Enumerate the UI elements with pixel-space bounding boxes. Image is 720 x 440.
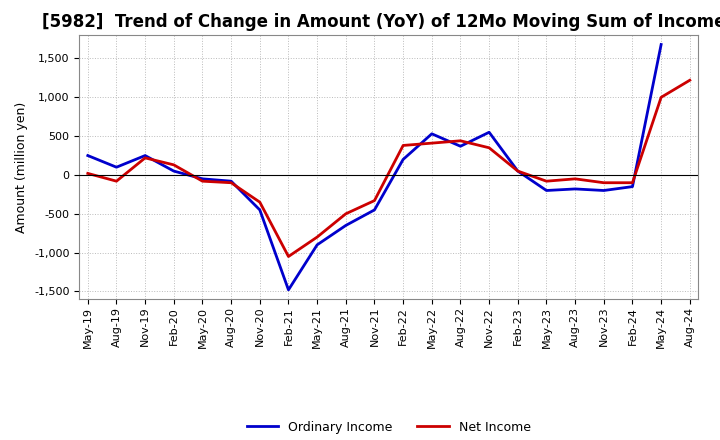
Net Income: [485, 145, 493, 150]
Ordinary Income: [141, 153, 150, 158]
Net Income: [428, 140, 436, 146]
Ordinary Income: [227, 179, 235, 184]
Net Income: [341, 211, 350, 216]
Net Income: [542, 179, 551, 184]
Ordinary Income: [370, 207, 379, 213]
Ordinary Income: [312, 242, 321, 247]
Ordinary Income: [284, 287, 293, 293]
Net Income: [141, 155, 150, 161]
Ordinary Income: [542, 188, 551, 193]
Ordinary Income: [198, 176, 207, 181]
Ordinary Income: [428, 131, 436, 136]
Ordinary Income: [571, 186, 580, 191]
Net Income: [84, 171, 92, 176]
Ordinary Income: [456, 143, 465, 149]
Net Income: [169, 162, 178, 168]
Title: [5982]  Trend of Change in Amount (YoY) of 12Mo Moving Sum of Incomes: [5982] Trend of Change in Amount (YoY) o…: [42, 13, 720, 31]
Net Income: [284, 254, 293, 259]
Ordinary Income: [256, 207, 264, 213]
Net Income: [256, 199, 264, 205]
Ordinary Income: [628, 184, 636, 189]
Y-axis label: Amount (million yen): Amount (million yen): [15, 102, 28, 233]
Line: Ordinary Income: Ordinary Income: [88, 44, 661, 290]
Ordinary Income: [657, 42, 665, 47]
Ordinary Income: [341, 223, 350, 228]
Ordinary Income: [169, 169, 178, 174]
Ordinary Income: [600, 188, 608, 193]
Legend: Ordinary Income, Net Income: Ordinary Income, Net Income: [242, 416, 536, 439]
Net Income: [513, 169, 522, 174]
Ordinary Income: [513, 169, 522, 174]
Net Income: [685, 77, 694, 83]
Line: Net Income: Net Income: [88, 80, 690, 257]
Ordinary Income: [399, 157, 408, 162]
Net Income: [628, 180, 636, 185]
Net Income: [657, 95, 665, 100]
Net Income: [312, 235, 321, 240]
Net Income: [600, 180, 608, 185]
Net Income: [456, 138, 465, 143]
Net Income: [227, 180, 235, 185]
Net Income: [571, 176, 580, 181]
Net Income: [112, 179, 121, 184]
Net Income: [399, 143, 408, 148]
Net Income: [198, 179, 207, 184]
Ordinary Income: [112, 165, 121, 170]
Ordinary Income: [84, 153, 92, 158]
Net Income: [370, 198, 379, 203]
Ordinary Income: [485, 130, 493, 135]
